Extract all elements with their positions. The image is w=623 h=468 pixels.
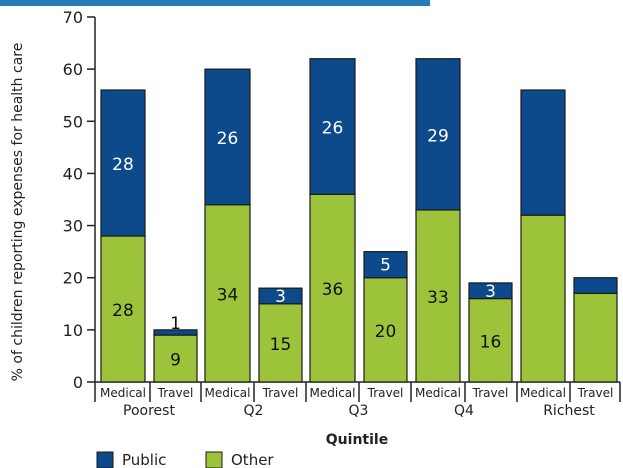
bar-segment-public [309,58,356,195]
bar-segment-public [153,329,198,336]
legend: Public Other [96,451,274,468]
x-category-label: Medical [100,386,146,400]
x-group-label: Q3 [349,403,369,419]
data-label: 29 [427,126,449,146]
data-label: 3 [485,282,496,302]
data-label: 9 [170,351,181,371]
data-label: 28 [112,155,134,175]
x-category-label: Travel [367,386,404,400]
legend-label: Other [231,451,274,468]
y-tick-label: 10 [63,321,83,340]
y-axis-title: % of children reporting expenses for hea… [10,43,26,382]
data-label: 34 [217,285,239,305]
bars [100,58,618,383]
bar-segment-other [309,193,356,383]
x-category-label: Medical [415,386,461,400]
bar-segment-other [100,235,146,383]
x-axis-title: Quintile [326,432,388,448]
bar-segment-other [204,204,251,383]
legend-swatch-other [205,451,223,468]
y-tick-label: 0 [73,373,83,392]
x-group-label: Poorest [123,403,175,419]
data-label: 3 [275,287,286,307]
bar-segment-other [415,209,461,383]
data-label: 1 [170,314,181,334]
data-label: 20 [375,322,397,342]
x-category-label: Travel [262,386,299,400]
bar-segment-public [415,58,461,211]
bar-segment-public [363,251,408,279]
value-labels: 28 28 9 1 34 26 15 3 36 26 20 5 33 29 16 3 [112,119,501,371]
bar-segment-public [100,89,146,237]
bar-segment-public [258,287,303,305]
data-label: 16 [480,332,502,352]
x-axis: Medical Travel Medical Travel Medical Travel M… [94,382,621,419]
bar-segment-public [573,277,618,294]
x-category-label: Travel [472,386,509,400]
y-tick-label: 30 [63,217,83,236]
data-label: 5 [380,256,391,276]
data-label: 36 [322,280,344,300]
x-category-label: Medical [310,386,356,400]
bar-segment-public [520,89,566,216]
y-tick-label: 70 [63,8,83,27]
x-group-label: Q2 [244,403,264,419]
data-label: 33 [427,288,449,308]
y-tick-label: 50 [63,112,83,131]
bar-segment-public [204,68,251,206]
x-category-label: Medical [520,386,566,400]
data-label: 28 [112,301,134,321]
bar-segment-other [573,292,618,383]
data-label: 26 [217,129,239,149]
x-category-label: Travel [577,386,614,400]
bar-segment-other [258,303,303,383]
x-category-label: Medical [205,386,251,400]
title-fragment [0,0,430,6]
bar-segment-other [520,214,566,383]
x-group-label: Richest [543,403,595,419]
y-tick-label: 40 [63,164,83,183]
data-label: 15 [270,335,292,355]
y-tick-label: 60 [63,60,83,79]
legend-swatch-public [96,451,114,468]
bar-segment-public [468,282,513,300]
x-group-label: Q4 [454,403,474,419]
y-tick-label: 20 [63,269,83,288]
bar-segment-other [153,334,198,383]
bar-segment-other [468,297,513,383]
x-category-label: Travel [157,386,194,400]
data-label: 26 [322,119,344,139]
bar-segment-other [363,277,408,383]
legend-label: Public [122,451,166,468]
